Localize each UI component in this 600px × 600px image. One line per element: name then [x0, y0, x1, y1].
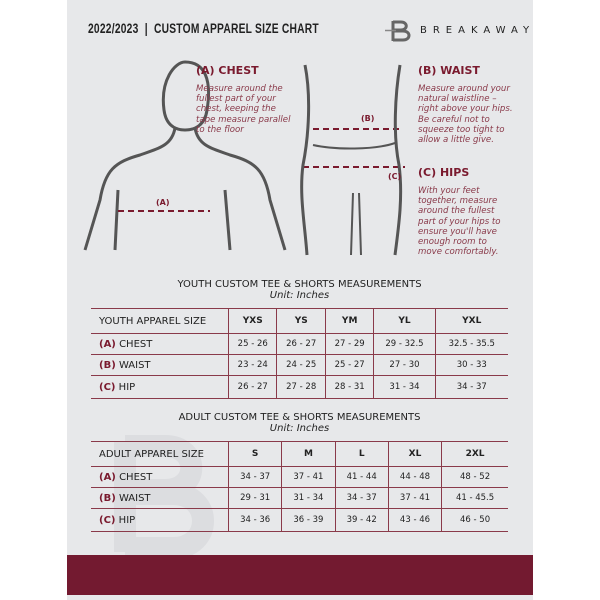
- measurement-cell: 31 - 34: [373, 375, 436, 399]
- measurement-cell: 34 - 36: [227, 508, 282, 532]
- waist-text: Measure around your natural waistline – …: [418, 84, 513, 146]
- measurement-cell: 27 - 29: [324, 333, 374, 355]
- measurement-code: (B): [99, 492, 116, 504]
- chest-heading: (A) CHEST: [196, 64, 259, 77]
- measurement-code: (B): [99, 359, 116, 371]
- header-cell: YS: [276, 308, 326, 334]
- adult-section-title: ADULT CUSTOM TEE & SHORTS MEASUREMENTS Un…: [91, 412, 508, 434]
- table-row: (B) WAIST 23 - 24 24 - 25 25 - 27 27 - 30 30 …: [91, 354, 508, 376]
- waist-heading: (B) WAIST: [418, 64, 480, 77]
- adult-unit: Unit: Inches: [269, 423, 330, 434]
- measurement-cell: 25 - 26: [227, 333, 277, 355]
- measurement-cell: 41 - 44: [334, 466, 389, 488]
- youth-title: YOUTH CUSTOM TEE & SHORTS MEASUREMENTS: [177, 279, 422, 290]
- measurement-code: (A): [99, 471, 116, 483]
- torso-outline-icon: [300, 64, 403, 256]
- measurement-cell: 28 - 31: [324, 375, 374, 399]
- measurement-cell: 27 - 30: [373, 354, 436, 376]
- measurement-cell: 41 - 45.5: [441, 487, 508, 509]
- measurement-name: CHEST: [119, 471, 153, 483]
- header-cell: YM: [324, 308, 374, 334]
- hips-text: With your feet together, measure around …: [418, 186, 501, 258]
- page-title: 2022/2023 | CUSTOM APPAREL SIZE CHART: [88, 21, 319, 36]
- measurement-name: WAIST: [118, 492, 151, 504]
- measurement-label: (A) CHEST: [91, 466, 229, 488]
- measurement-code: (A): [99, 338, 116, 350]
- measurement-name: HIP: [118, 381, 136, 393]
- breakaway-logo-icon: [385, 20, 411, 42]
- adult-title: ADULT CUSTOM TEE & SHORTS MEASUREMENTS: [178, 412, 421, 423]
- header-cell: L: [334, 441, 389, 467]
- chest-text: Measure around the fullest part of your …: [196, 84, 291, 135]
- measurement-cell: 29 - 32.5: [373, 333, 436, 355]
- measurement-label: (C) HIP: [91, 508, 229, 532]
- measurement-cell: 43 - 46: [387, 508, 442, 532]
- brand-name: BREAKAWAY: [420, 25, 536, 36]
- measurement-cell: 48 - 52: [441, 466, 508, 488]
- measurement-name: CHEST: [119, 338, 153, 350]
- measurement-lines: [118, 128, 405, 212]
- header-cell: XL: [387, 441, 442, 467]
- measurement-cell: 32.5 - 35.5: [434, 333, 508, 355]
- youth-size-table: YOUTH APPAREL SIZE YXS YS YM YL YXL (A) CHEST 2…: [91, 308, 508, 399]
- header-cell: S: [227, 441, 282, 467]
- measurement-cell: 44 - 48: [387, 466, 442, 488]
- measurement-cell: 34 - 37: [334, 487, 389, 509]
- table-row: (A) CHEST 34 - 37 37 - 41 41 - 44 44 - 48 48 …: [91, 466, 508, 488]
- measurement-cell: 26 - 27: [276, 333, 326, 355]
- hips-heading: (C) HIPS: [418, 166, 470, 179]
- measurement-name: HIP: [118, 514, 136, 526]
- measurement-cell: 29 - 31: [227, 487, 282, 509]
- measurement-cell: 23 - 24: [227, 354, 277, 376]
- measurement-label: (A) CHEST: [91, 333, 229, 355]
- measurement-cell: 34 - 37: [434, 375, 508, 399]
- header-cell: ADULT APPAREL SIZE: [91, 441, 229, 467]
- measurement-cell: 31 - 34: [281, 487, 336, 509]
- measurement-cell: 24 - 25: [276, 354, 326, 376]
- header-cell: YXL: [434, 308, 508, 334]
- measurement-code: (C): [99, 381, 116, 393]
- measurement-cell: 39 - 42: [334, 508, 389, 532]
- header-cell: 2XL: [441, 441, 508, 467]
- footer-bar: [67, 555, 533, 595]
- table-row: (C) HIP 34 - 36 36 - 39 39 - 42 43 - 46 46 - …: [91, 508, 508, 532]
- youth-section-title: YOUTH CUSTOM TEE & SHORTS MEASUREMENTS Un…: [91, 279, 508, 301]
- measurement-cell: 25 - 27: [324, 354, 374, 376]
- table-header-row: ADULT APPAREL SIZE S M L XL 2XL: [91, 441, 508, 467]
- measurement-cell: 27 - 28: [276, 375, 326, 399]
- chest-marker: (A): [156, 198, 170, 207]
- measurement-cell: 46 - 50: [441, 508, 508, 532]
- measurement-cell: 30 - 33: [434, 354, 508, 376]
- table-row: (B) WAIST 29 - 31 31 - 34 34 - 37 37 - 41 41 …: [91, 487, 508, 509]
- table-row: (C) HIP 26 - 27 27 - 28 28 - 31 31 - 34 34 - …: [91, 375, 508, 399]
- table-row: (A) CHEST 25 - 26 26 - 27 27 - 29 29 - 32.5 3…: [91, 333, 508, 355]
- adult-size-table: ADULT APPAREL SIZE S M L XL 2XL (A) CHEST 34 - …: [91, 441, 508, 532]
- header-cell: YOUTH APPAREL SIZE: [91, 308, 229, 334]
- table-header-row: YOUTH APPAREL SIZE YXS YS YM YL YXL: [91, 308, 508, 334]
- measurement-label: (B) WAIST: [91, 487, 229, 509]
- measurement-label: (B) WAIST: [91, 354, 229, 376]
- measurement-label: (C) HIP: [91, 375, 229, 399]
- hip-marker: (C): [388, 172, 402, 181]
- header-cell: M: [281, 441, 336, 467]
- measurement-cell: 36 - 39: [281, 508, 336, 532]
- header-cell: YL: [373, 308, 436, 334]
- measurement-name: WAIST: [118, 359, 151, 371]
- measurement-cell: 26 - 27: [227, 375, 277, 399]
- youth-unit: Unit: Inches: [269, 290, 330, 301]
- measurement-cell: 34 - 37: [227, 466, 282, 488]
- header-cell: YXS: [227, 308, 277, 334]
- waist-marker: (B): [361, 114, 375, 123]
- measurement-cell: 37 - 41: [387, 487, 442, 509]
- body-illustration: [83, 60, 287, 251]
- measurement-code: (C): [99, 514, 116, 526]
- measurement-cell: 37 - 41: [281, 466, 336, 488]
